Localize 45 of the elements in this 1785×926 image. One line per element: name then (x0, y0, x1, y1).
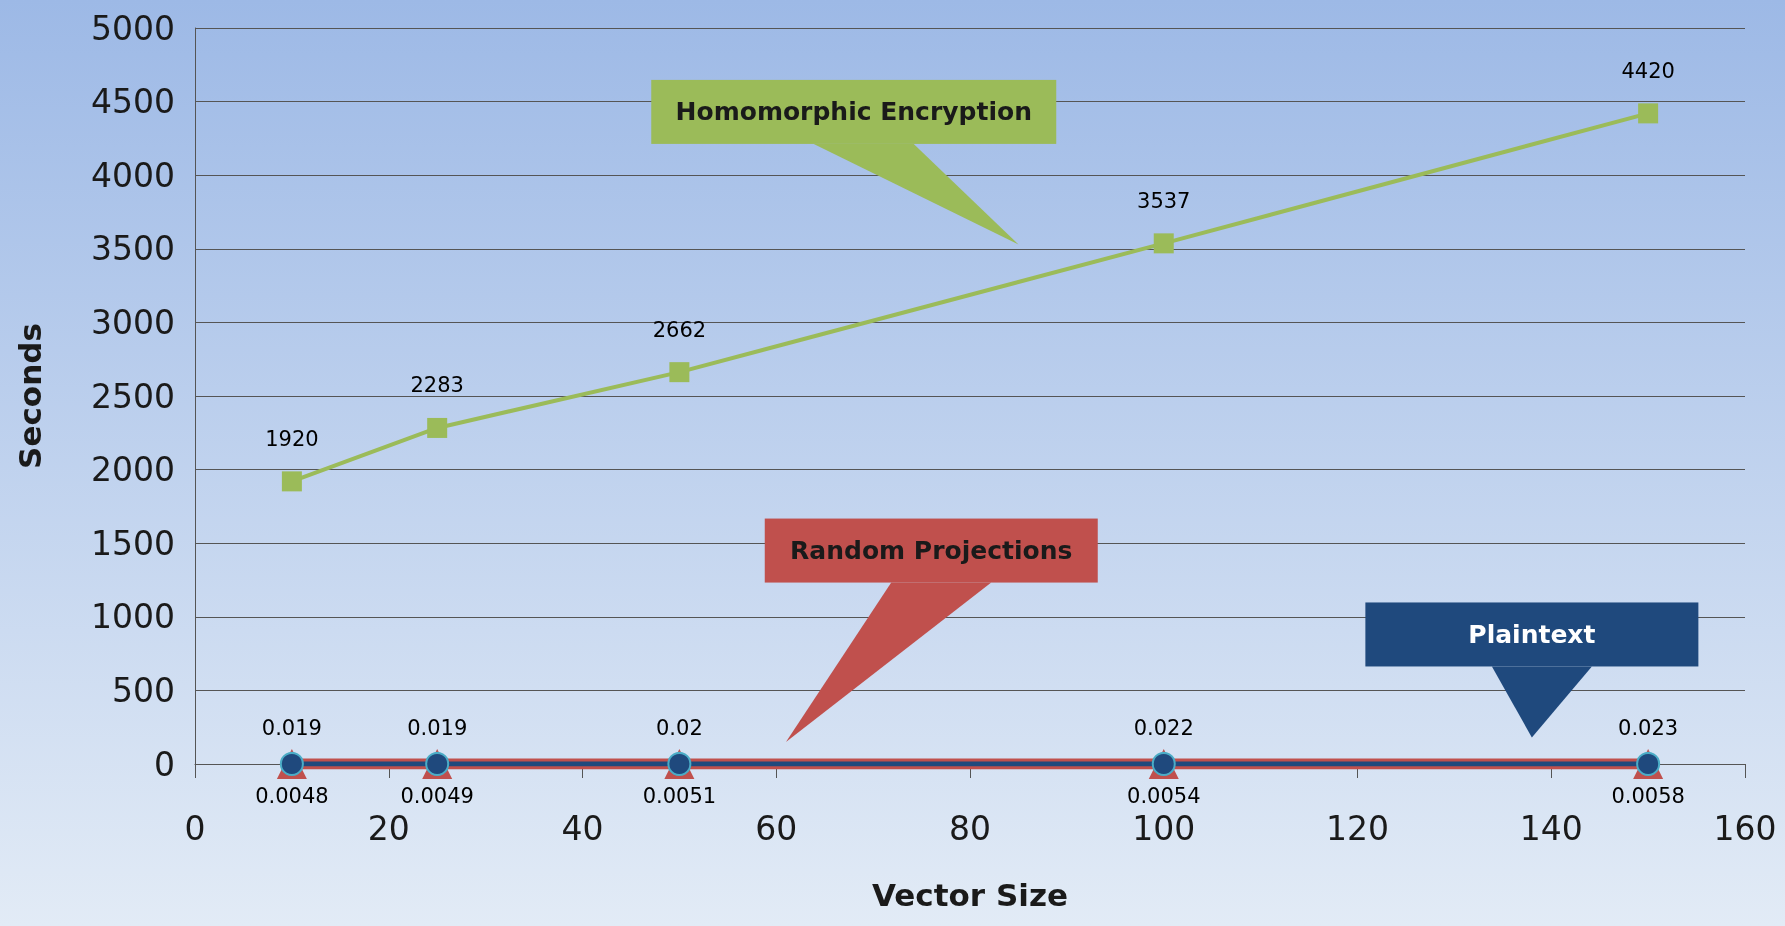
x-tick-label: 100 (1132, 809, 1196, 848)
data-label: 0.019 (407, 716, 468, 741)
x-tick-label: 40 (561, 809, 604, 848)
x-tick-label: 60 (755, 809, 798, 848)
data-label: 4420 (1621, 58, 1675, 83)
y-tick-label: 2500 (91, 376, 175, 416)
x-tick-label: 140 (1519, 809, 1583, 848)
y-tick-label: 3500 (91, 229, 175, 269)
point (281, 471, 302, 492)
x-tick-label: 0 (184, 809, 206, 848)
y-tick-label: 3000 (91, 302, 175, 342)
y-tick-label: 500 (112, 670, 175, 710)
y-tick-label: 4500 (91, 82, 175, 122)
y-axis-title: Seconds (11, 323, 48, 469)
data-label: 2283 (410, 373, 464, 398)
y-tick-label: 1000 (91, 597, 175, 637)
y-tick-label: 1500 (91, 523, 175, 563)
data-label: 0.0049 (400, 784, 474, 809)
data-label: 3537 (1137, 188, 1191, 213)
data-label: 1920 (265, 426, 319, 451)
data-label: 0.0048 (255, 784, 329, 809)
y-tick-label: 4000 (91, 155, 175, 195)
data-label: 0.019 (261, 716, 322, 741)
text: Homomorphic Encryption (675, 97, 1032, 127)
data-label: 2662 (652, 317, 707, 342)
text: Plaintext (1468, 619, 1596, 649)
data-label: 0.0051 (642, 784, 717, 809)
y-tick-label: 2000 (91, 450, 175, 490)
x-axis-title: Vector Size (872, 876, 1068, 913)
point (669, 362, 690, 383)
x-tick-label: 20 (367, 809, 410, 848)
data-label: 0.0058 (1611, 784, 1685, 809)
x-tick-label: 120 (1326, 809, 1389, 848)
point (427, 417, 448, 438)
data-label: 0.02 (655, 716, 703, 741)
point (1153, 233, 1174, 254)
data-label: 0.022 (1133, 716, 1194, 741)
data-label: 0.0054 (1127, 784, 1201, 809)
point (1638, 103, 1659, 124)
data-label: 0.023 (1618, 716, 1679, 741)
text: Random Projections (790, 536, 1073, 566)
y-tick-label: 0 (154, 744, 175, 784)
y-tick-label: 5000 (91, 8, 175, 48)
x-tick-label: 80 (949, 809, 991, 848)
x-tick-label: 160 (1713, 809, 1777, 848)
